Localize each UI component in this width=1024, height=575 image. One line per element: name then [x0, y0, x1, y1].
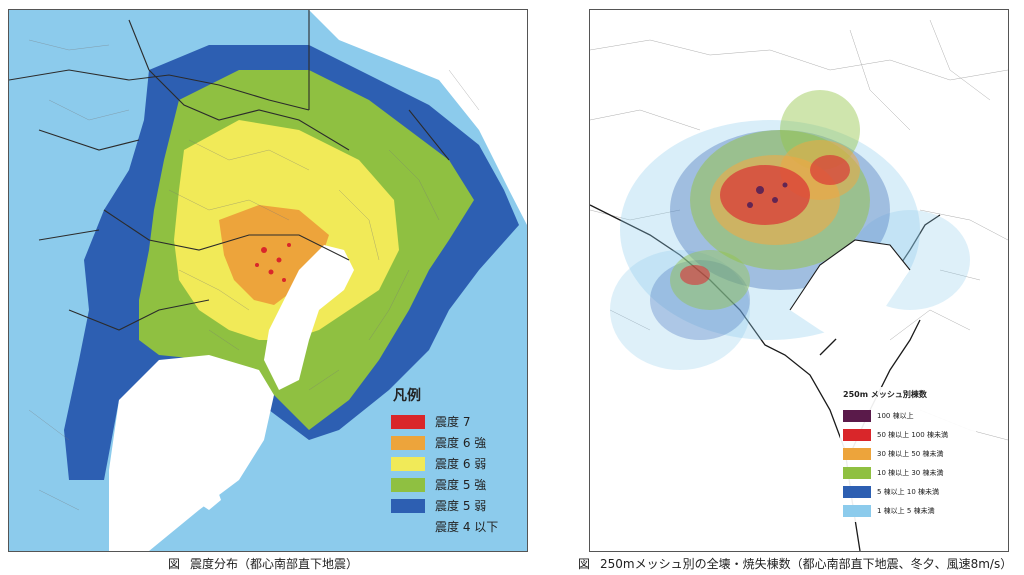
- damage-legend: 250m メッシュ別棟数 100 棟以上 50 棟以上 100 棟未満 30 棟…: [840, 387, 976, 522]
- tokyo-bay: [790, 240, 910, 370]
- legend-item: 5 棟以上 10 棟未満: [843, 482, 973, 501]
- intensity-map: [9, 10, 527, 551]
- figure-marker: 図: [168, 557, 181, 571]
- legend-label: 震度 4 以下: [435, 520, 499, 534]
- figure-marker: 図: [578, 557, 591, 571]
- zone-intensity-7: [255, 243, 291, 282]
- legend-title: 250m メッシュ別棟数: [843, 390, 927, 399]
- legend-label: 震度 6 強: [435, 436, 487, 450]
- legend-label: 10 棟以上 30 棟未満: [877, 468, 944, 477]
- legend-item: 1 棟以上 5 棟未満: [843, 501, 973, 520]
- legend-swatch: [391, 435, 425, 450]
- legend-swatch: [391, 414, 425, 429]
- legend-item: 100 棟以上: [843, 406, 973, 425]
- legend-swatch: [843, 466, 871, 479]
- legend-title: 凡例: [393, 388, 421, 404]
- legend-item: 30 棟以上 50 棟未満: [843, 444, 973, 463]
- prefecture-boundaries: [9, 10, 450, 331]
- legend-label: 震度 6 弱: [435, 457, 487, 471]
- right-figure-caption: 図 250mメッシュ別の全壊・焼失棟数（都心南部直下地震、冬夕、風速8m/s）: [578, 555, 1012, 572]
- legend-label: 50 棟以上 100 棟未満: [877, 430, 948, 439]
- legend-swatch: [843, 409, 871, 422]
- mesh-100-plus: [747, 182, 788, 208]
- legend-swatch: [843, 485, 871, 498]
- sagami-bay: [109, 355, 274, 551]
- legend-label: 震度 5 弱: [435, 499, 487, 513]
- caption-text: 250mメッシュ別の全壊・焼失棟数（都心南部直下地震、冬夕、風速8m/s）: [600, 557, 1013, 571]
- legend-swatch: [843, 504, 871, 517]
- legend-swatch: [391, 498, 425, 513]
- tokyo-bay: [264, 245, 354, 390]
- mesh-50-100: [680, 155, 850, 285]
- legend-label: 30 棟以上 50 棟未満: [877, 449, 944, 458]
- legend-item: 震度 6 強: [391, 432, 509, 453]
- legend-label: 震度 7: [435, 415, 471, 429]
- legend-item: 震度 7: [391, 411, 509, 432]
- intensity-legend: 凡例 震度 7 震度 6 強 震度 6 弱 震度 5 強 震度 5 弱 震度 4…: [391, 385, 509, 537]
- damage-map-panel: [589, 9, 1009, 552]
- legend-label: 1 棟以上 5 棟未満: [877, 506, 935, 515]
- municipal-boundaries: [28, 39, 480, 511]
- legend-swatch: [391, 477, 425, 492]
- legend-item: 震度 6 弱: [391, 453, 509, 474]
- caption-text: 震度分布（都心南部直下地震）: [190, 557, 359, 571]
- legend-swatch: [843, 428, 871, 441]
- legend-swatch: [843, 447, 871, 460]
- legend-item: 震度 5 弱: [391, 495, 509, 516]
- intensity-map-panel: [8, 9, 528, 552]
- damage-map: [590, 10, 1008, 551]
- legend-swatch: [391, 456, 425, 471]
- legend-swatch: [391, 519, 425, 534]
- legend-item: 10 棟以上 30 棟未満: [843, 463, 973, 482]
- legend-item: 震度 4 以下: [391, 516, 509, 537]
- legend-item: 震度 5 強: [391, 474, 509, 495]
- legend-item: 50 棟以上 100 棟未満: [843, 425, 973, 444]
- left-figure-caption: 図震度分布（都心南部直下地震）: [168, 555, 358, 572]
- legend-label: 100 棟以上: [877, 411, 914, 420]
- legend-label: 5 棟以上 10 棟未満: [877, 487, 940, 496]
- legend-label: 震度 5 強: [435, 478, 487, 492]
